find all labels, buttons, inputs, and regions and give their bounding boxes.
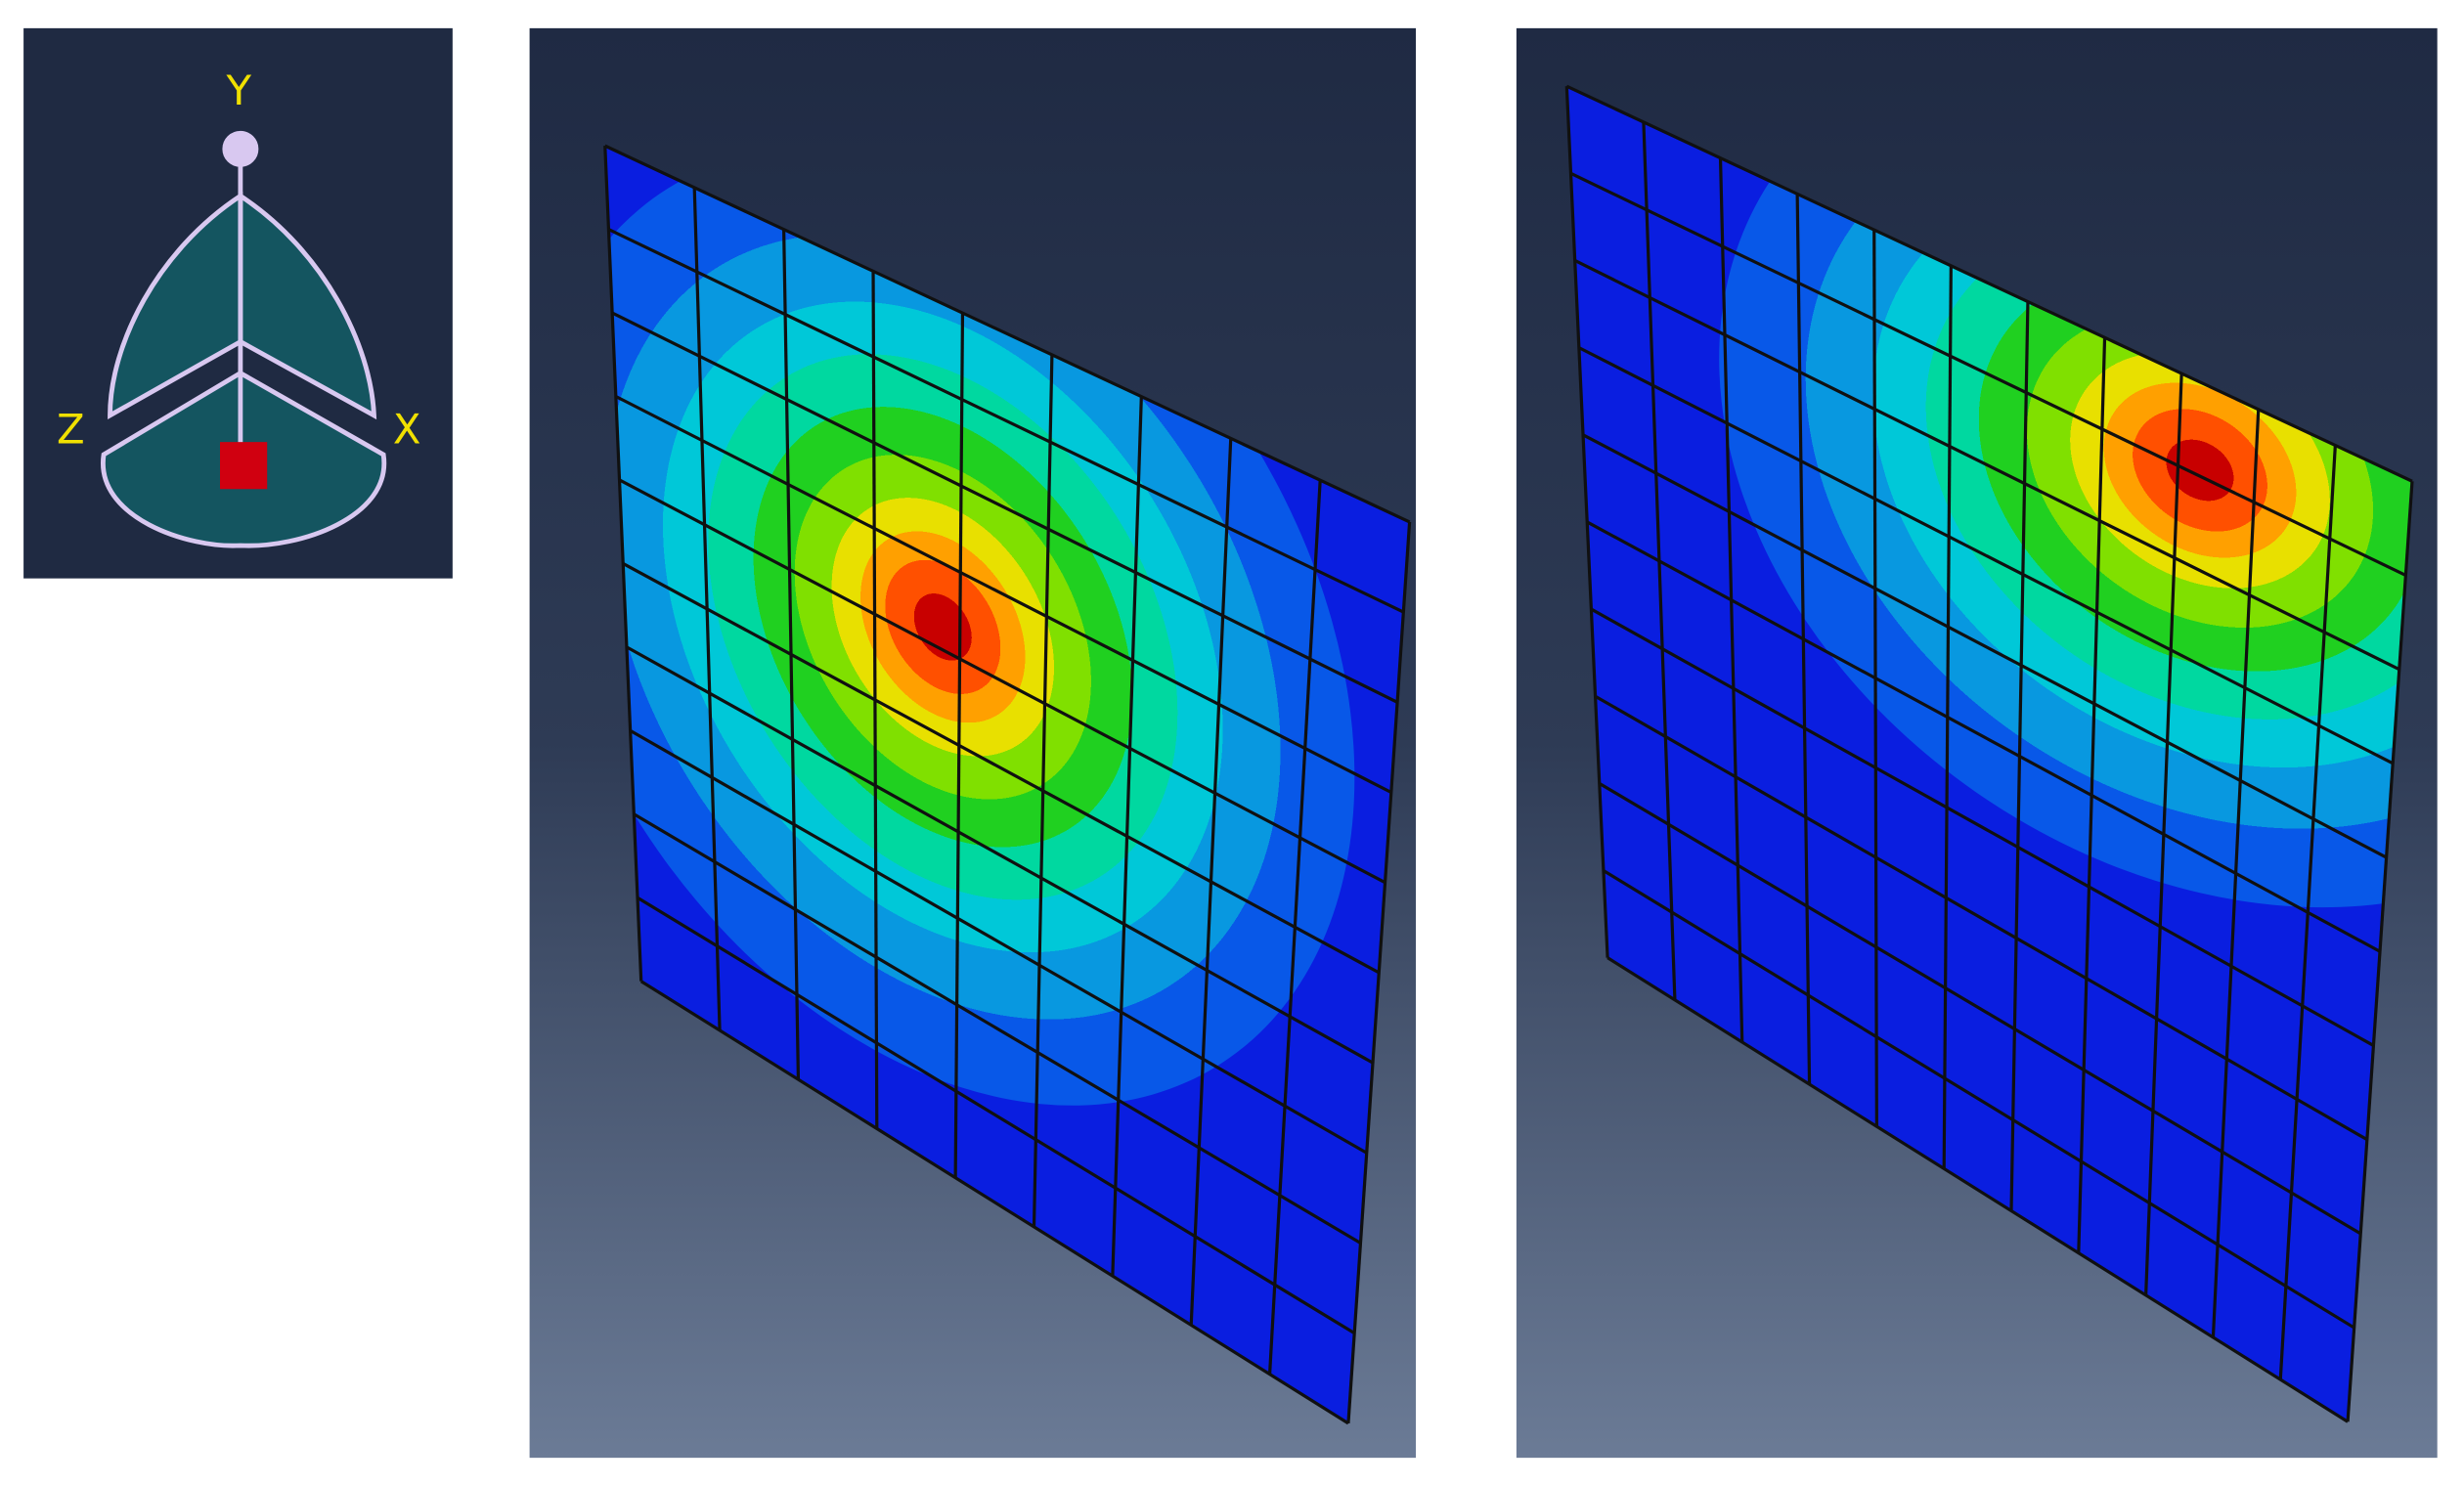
- mesh-line: [1598, 781, 2362, 1236]
- mesh-line: [1586, 520, 2381, 953]
- mesh-line: [637, 896, 1356, 1335]
- mesh-line: [603, 146, 643, 982]
- mesh-line: [611, 311, 1398, 704]
- mesh-line: [1569, 171, 2407, 577]
- mesh-line: [639, 980, 1349, 1425]
- mesh-line: [1590, 607, 2375, 1047]
- x-axis-label: X: [393, 406, 421, 454]
- z-axis-label: Z: [57, 406, 85, 454]
- mesh-line: [607, 228, 1405, 614]
- mesh-line: [633, 812, 1362, 1245]
- triad-marker: [220, 442, 268, 490]
- triad-petal: [108, 191, 243, 420]
- mesh-line: [1594, 694, 2368, 1142]
- triad-ball: [222, 130, 259, 167]
- mesh-line: [626, 645, 1374, 1065]
- mesh-line: [1582, 433, 2388, 859]
- mesh-line: [604, 144, 1411, 524]
- mesh-line: [629, 728, 1368, 1155]
- mesh-line: [1564, 86, 1609, 958]
- y-axis-label: Y: [226, 66, 252, 114]
- mesh-line: [618, 478, 1386, 885]
- mesh-lines: [603, 84, 2414, 1425]
- triad: [101, 130, 387, 548]
- mesh-line: [1578, 346, 2394, 765]
- mesh-line: [615, 395, 1392, 794]
- mesh-line: [1603, 869, 2355, 1330]
- mesh-line: [622, 562, 1381, 975]
- triad-petal: [238, 191, 377, 420]
- mesh-line: [1565, 84, 2413, 483]
- mesh-line: [1606, 956, 2349, 1423]
- mesh-line: [1573, 259, 2400, 672]
